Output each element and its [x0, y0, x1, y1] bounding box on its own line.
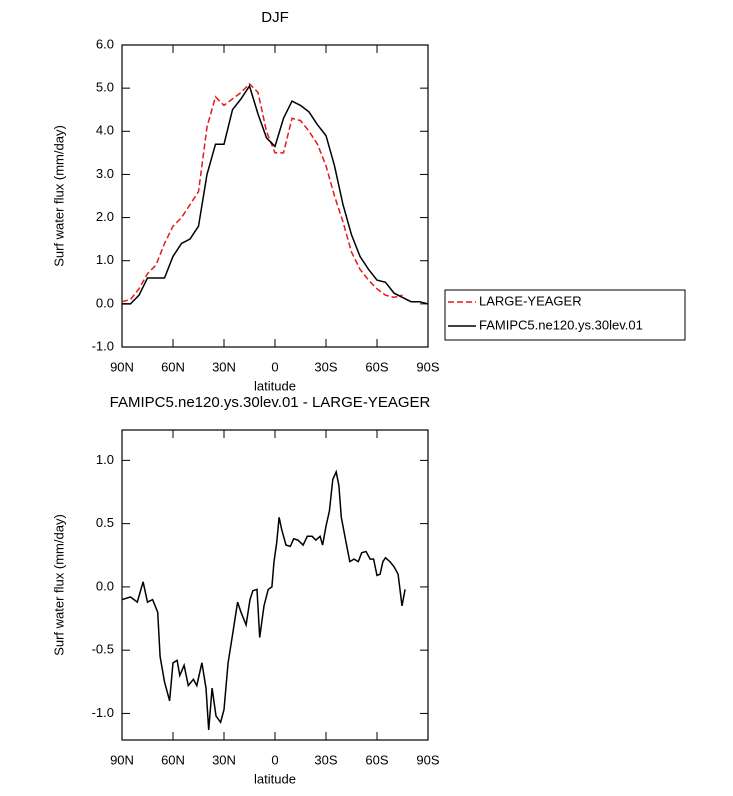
y-tick-label: 5.0 [96, 80, 114, 95]
y-tick-label: 1.0 [96, 252, 114, 267]
x-tick-label: 0 [271, 752, 278, 767]
x-tick-label: 0 [271, 359, 278, 374]
y-tick-label: -0.5 [92, 642, 114, 657]
x-axis-label: latitude [254, 771, 296, 786]
x-tick-label: 60S [365, 359, 388, 374]
legend-box [444, 289, 686, 341]
chart-title: FAMIPC5.ne120.ys.30lev.01 - LARGE-YEAGER [110, 394, 431, 411]
x-tick-label: 30S [314, 752, 337, 767]
y-tick-label: 6.0 [96, 36, 114, 51]
legend-label: FAMIPC5.ne120.ys.30lev.01 [479, 317, 643, 332]
y-axis-label: Surf water flux (mm/day) [51, 125, 66, 267]
data-line [121, 82, 403, 303]
y-tick-label: 0.5 [96, 515, 114, 530]
y-axis-label: Surf water flux (mm/day) [51, 514, 66, 656]
x-tick-label: 90N [110, 752, 134, 767]
chart-title: DJF [261, 9, 289, 26]
x-tick-label: 60S [365, 752, 388, 767]
x-tick-label: 90S [416, 359, 439, 374]
legend-label: LARGE-YEAGER [479, 293, 582, 308]
y-tick-label: 0.0 [96, 295, 114, 310]
x-tick-label: 30N [212, 359, 236, 374]
x-tick-label: 90S [416, 752, 439, 767]
x-axis-label: latitude [254, 378, 296, 393]
data-line [122, 84, 429, 305]
plot-frame [121, 429, 429, 741]
x-tick-label: 30N [212, 752, 236, 767]
y-tick-label: 4.0 [96, 123, 114, 138]
x-tick-label: 60N [161, 359, 185, 374]
x-tick-label: 90N [110, 359, 134, 374]
y-tick-label: 1.0 [96, 452, 114, 467]
plot-frame [121, 44, 429, 348]
data-line [121, 469, 406, 730]
y-tick-label: 3.0 [96, 166, 114, 181]
x-tick-label: 60N [161, 752, 185, 767]
y-tick-label: 2.0 [96, 209, 114, 224]
y-tick-label: -1.0 [92, 338, 114, 353]
y-tick-label: 0.0 [96, 578, 114, 593]
y-tick-label: -1.0 [92, 705, 114, 720]
x-tick-label: 30S [314, 359, 337, 374]
